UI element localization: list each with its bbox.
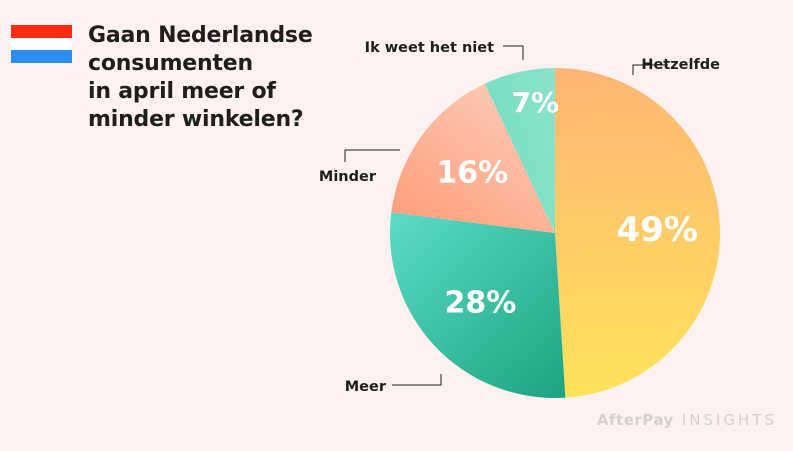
pie-slice-meer [390,212,566,398]
title-line-1: Gaan Nederlandse [88,23,313,48]
leader-line [503,45,524,60]
afterpay-insights-logo: AfterPay INSIGHTS [597,411,777,429]
footer-brand: AfterPay [596,411,674,429]
pie-category-label: Ik weet het niet [365,40,494,56]
pie-category-label: Minder [319,169,377,185]
title-line-2: consumenten [88,51,253,76]
footer-suffix: INSIGHTS [681,411,777,429]
pie-percent-label: 16% [436,155,508,190]
title-line-4: minder winkelen? [88,107,304,132]
pie-percent-label: 28% [445,286,517,321]
pie-category-label: Hetzelfde [641,57,720,73]
netherlands-flag-icon [11,25,72,63]
title-line-3: in april meer of [88,79,276,104]
pie-category-label: Meer [345,379,387,395]
pie-percent-label: 7% [511,86,559,119]
pie-slice-minder [391,83,555,233]
flag-stripe-white [11,37,72,51]
leader-line [392,374,442,386]
pie-slice-ik-weet-het-niet [484,68,555,233]
chart-title: Gaan Nederlandse consumenten in april me… [88,22,348,134]
leader-line [632,64,668,75]
flag-stripe-blue [11,50,72,63]
pie-slices [390,68,720,398]
leader-line [344,149,400,162]
flag-stripe-red [11,25,72,38]
pie-labels: 49% Hetzelfde 28% Meer 16% Minder 7% Ik weet he… [319,40,720,395]
pie-percent-label: 49% [617,210,698,250]
pie-slice-hetzelfde [555,68,720,398]
